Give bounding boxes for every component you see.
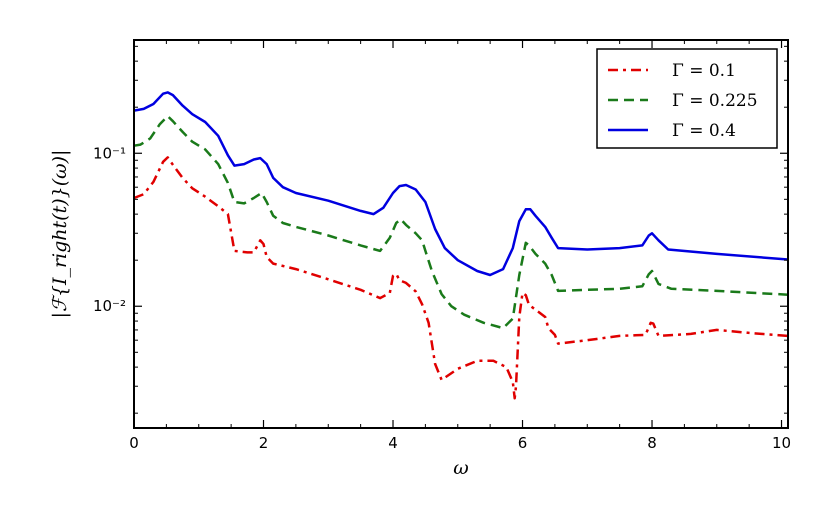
legend-frame	[596, 48, 778, 149]
y-tick-label: 10⁻²	[93, 297, 126, 315]
series-line-1	[133, 114, 789, 330]
x-tick-label: 10	[772, 434, 791, 452]
series-layer	[133, 91, 789, 400]
legend-label-gamma-0.4: Γ = 0.4	[672, 121, 736, 141]
y-tick-label: 10⁻¹	[93, 144, 126, 162]
x-tick-label: 6	[518, 434, 528, 452]
series-line-0	[133, 156, 789, 400]
legend-label-gamma-0.225: Γ = 0.225	[672, 91, 758, 111]
x-tick-label: 4	[388, 434, 398, 452]
x-tick-label: 0	[129, 434, 139, 452]
y-axis-label: |ℱ{I_right(t)}(ω)|	[49, 150, 71, 319]
plot-frame	[133, 39, 789, 429]
x-tick-label: 2	[259, 434, 269, 452]
series-line-2	[133, 91, 789, 277]
legend-label-gamma-0.1: Γ = 0.1	[672, 61, 736, 81]
legend: Γ = 0.1 Γ = 0.225 Γ = 0.4	[596, 48, 778, 149]
x-tick-label: 8	[647, 434, 657, 452]
ticks-layer: 0 2 4 6 8 10 10⁻² 10⁻¹	[93, 40, 791, 452]
x-axis-label: ω	[453, 457, 469, 479]
